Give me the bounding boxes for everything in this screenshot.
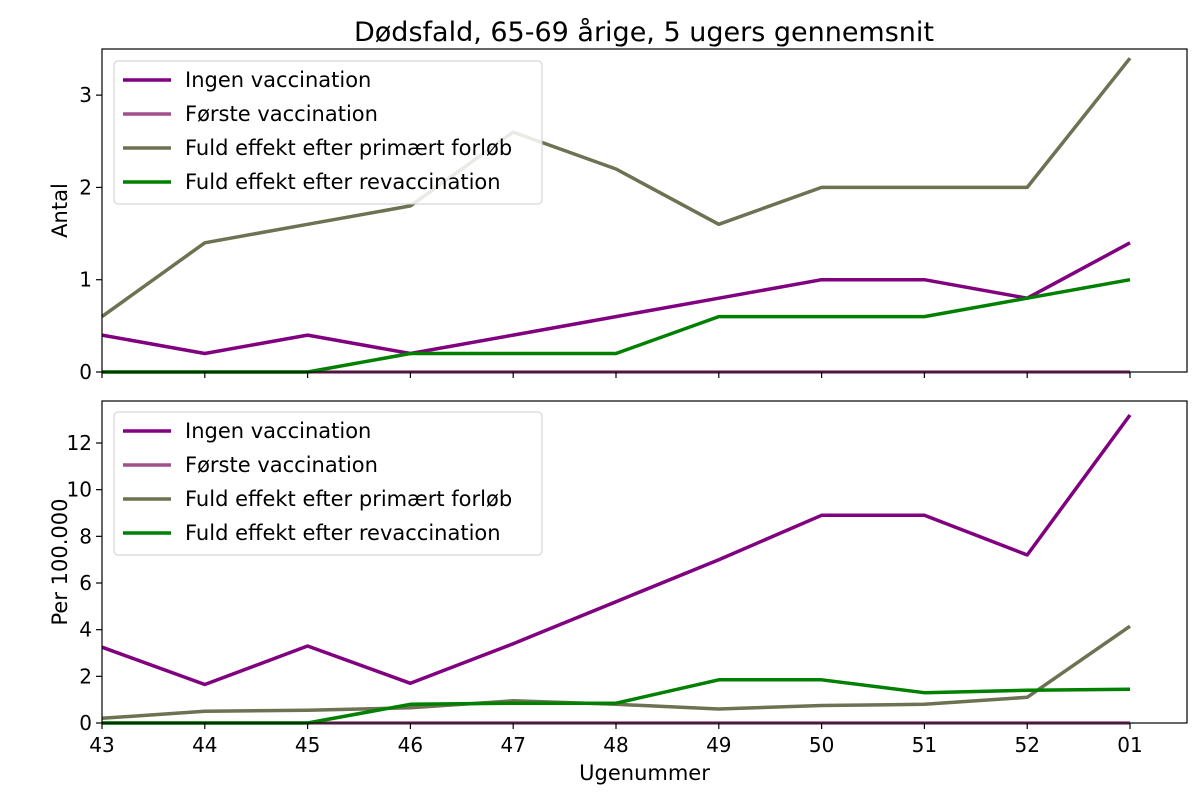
x-tick-label-1-2: 45 [295,733,320,757]
y-tick-label-1-6: 12 [67,431,92,455]
x-tick-label-1-0: 43 [89,733,114,757]
axes-frame-0 [101,48,1188,373]
series-line-0-2 [100,57,1132,319]
legend-0: Ingen vaccination Første vaccination Fuld … [113,60,543,205]
y-tick-label-1-4: 8 [79,524,92,548]
x-tick-label-1-8: 51 [912,733,937,757]
chart-panel-0: 0 1 2 3 Antal Ingen vaccination Første vaccina… [48,48,1188,384]
y-axis-label-0: Antal [48,183,72,238]
x-tick-label-1-5: 48 [603,733,628,757]
x-tick-label-1-10: 01 [1117,733,1142,757]
series-line-1-0 [101,413,1132,687]
legend-label-1-2: Fuld effekt efter primært forløb [185,487,512,511]
legend-label-1-0: Ingen vaccination [185,419,371,443]
y-tick-label-0-3: 3 [79,83,92,107]
legend-box-0 [113,60,543,205]
series-line-0-3 [102,277,1131,374]
y-tick-label-0-2: 2 [79,175,92,199]
chart-title: Dødsfald, 65-69 årige, 5 ugers gennemsni… [354,17,934,48]
x-tick-label-1-4: 47 [500,733,525,757]
y-tick-label-1-5: 10 [67,478,92,502]
y-tick-label-0-0: 0 [79,360,92,384]
y-tick-label-1-0: 0 [79,711,92,735]
x-tick-label-1-9: 52 [1014,733,1039,757]
x-tick-label-1-7: 50 [809,733,834,757]
legend-1: Ingen vaccination Første vaccination Fuld … [113,411,543,556]
axes-frame-1 [101,400,1188,724]
legend-label-1-3: Fuld effekt efter revaccination [185,521,501,545]
x-tick-label-1-3: 46 [398,733,423,757]
legend-label-0-2: Fuld effekt efter primært forløb [185,136,512,160]
y-axis-label-1: Per 100.000 [48,499,72,626]
series-line-0-0 [101,241,1131,356]
legend-box-1 [113,411,543,556]
x-tick-label-1-1: 44 [192,733,217,757]
legend-label-0-1: Første vaccination [185,102,378,126]
x-axis-label-1: Ugenummer [579,761,710,785]
legend-label-0-0: Ingen vaccination [185,68,371,92]
legend-label-1-1: Første vaccination [185,453,378,477]
x-tick-label-1-6: 49 [706,733,731,757]
legend-label-0-3: Fuld effekt efter revaccination [185,170,501,194]
y-tick-label-1-3: 6 [79,571,92,595]
y-tick-label-1-1: 2 [79,664,92,688]
y-tick-label-1-2: 4 [79,618,92,642]
y-tick-label-0-1: 1 [79,268,92,292]
